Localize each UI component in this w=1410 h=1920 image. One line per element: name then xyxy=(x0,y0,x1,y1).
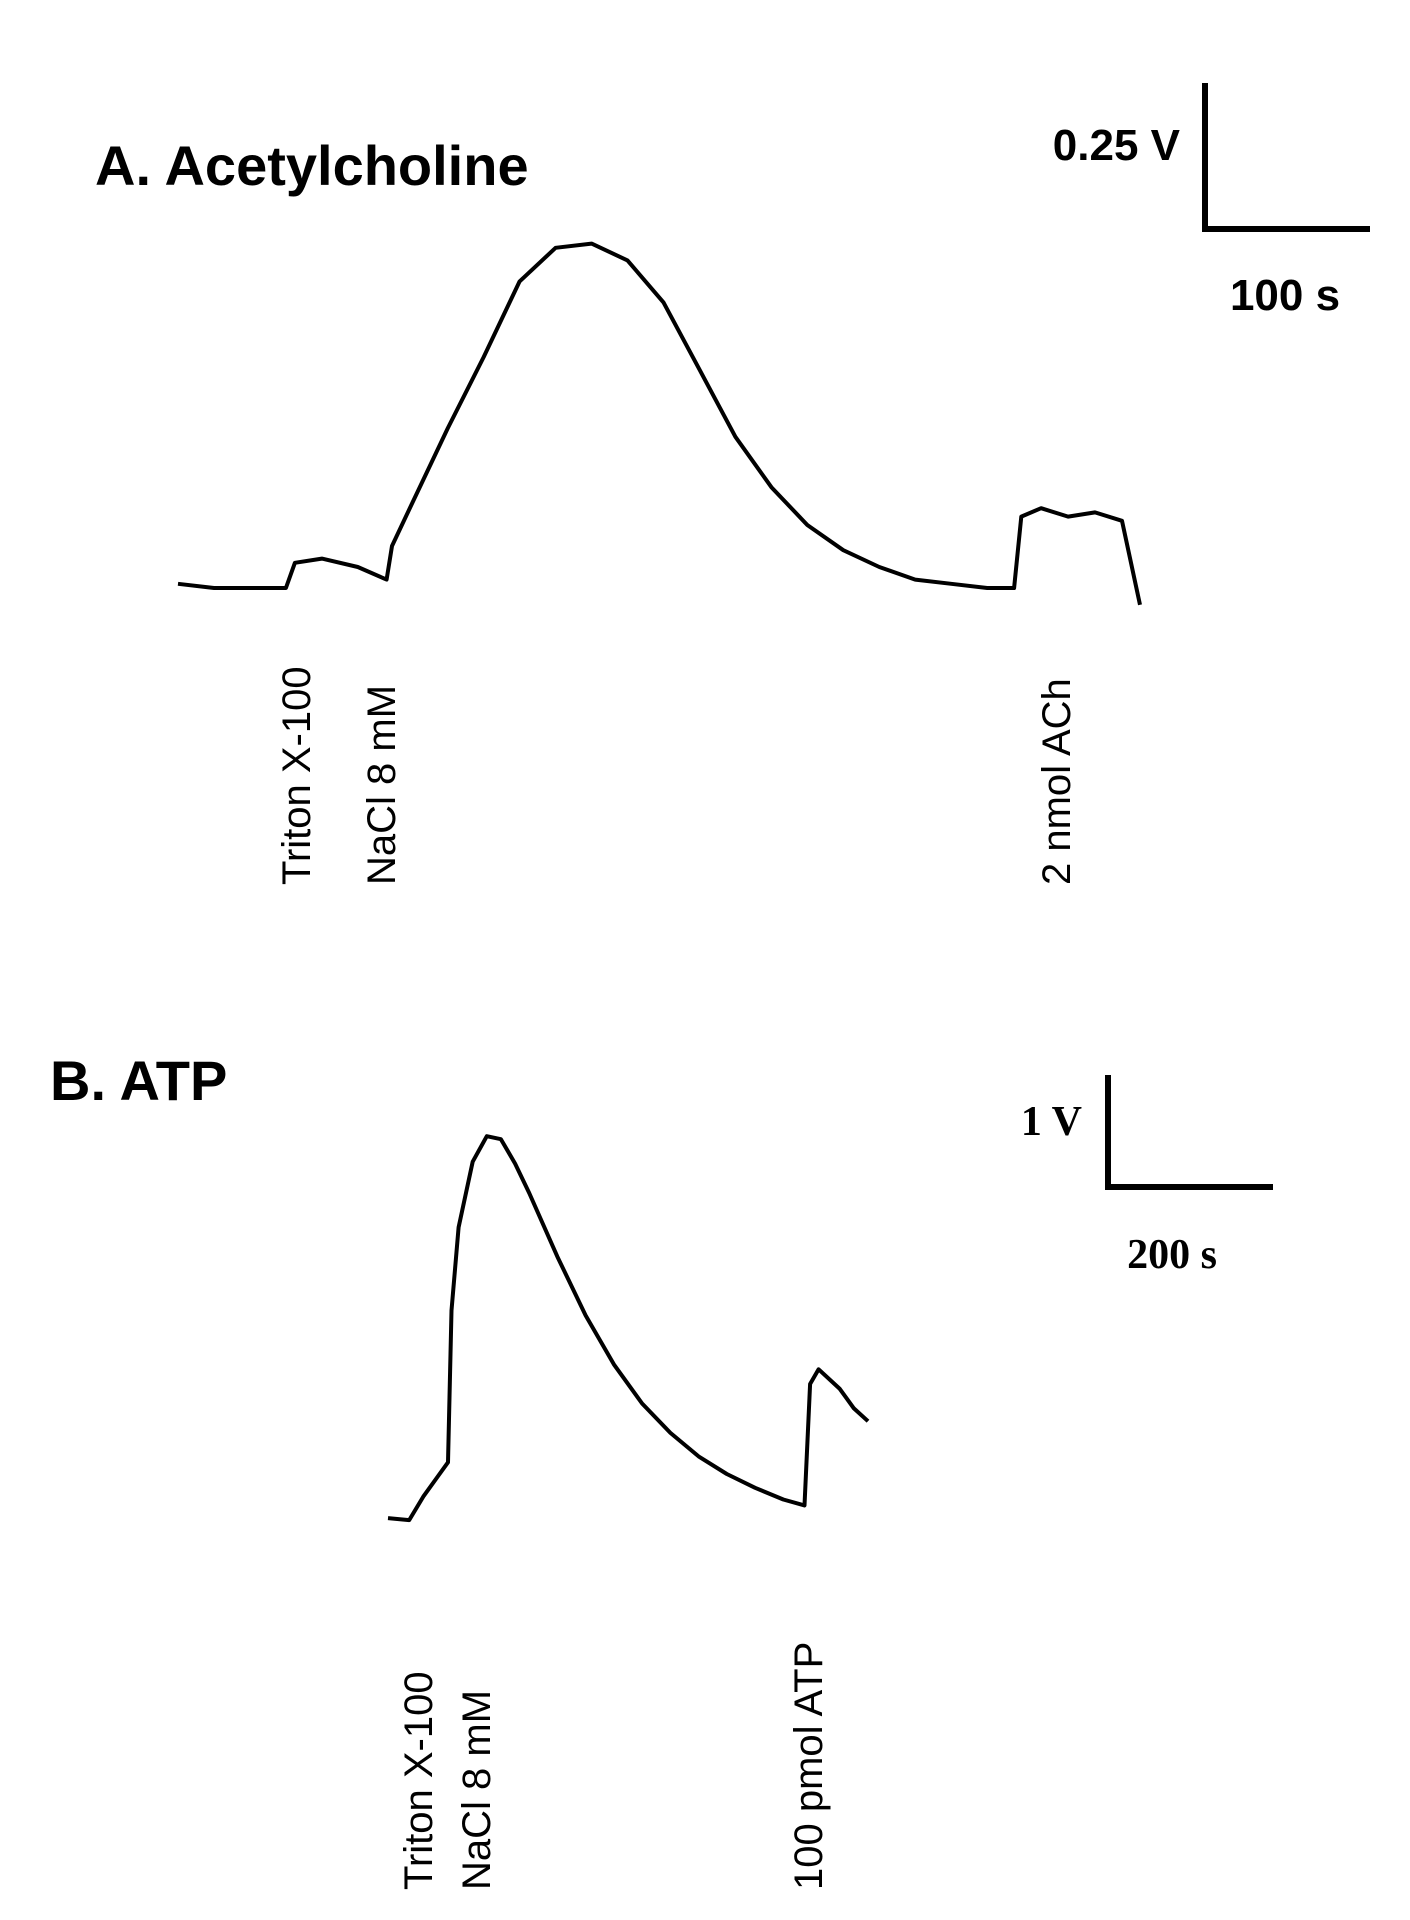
panel-b-scale-bar: 1 V 200 s xyxy=(1021,1075,1273,1278)
panel-a-annotation-triton: Triton X-100 xyxy=(275,666,319,885)
panel-b-trace xyxy=(387,1134,870,1523)
panel-a-annotation-nacl: NaCl 8 mM xyxy=(360,685,404,885)
panel-a-trace xyxy=(177,241,1142,606)
panel-b-scale-y-label: 1 V xyxy=(1021,1099,1082,1145)
panel-b-title: B. ATP xyxy=(50,1049,227,1112)
panel-a-title: A. Acetylcholine xyxy=(95,134,529,197)
panel-b: B. ATP 1 V 200 s Triton X-100 NaCl 8 mM … xyxy=(50,1049,1273,1890)
panel-a-scale-x-label: 100 s xyxy=(1230,271,1340,320)
panel-b-annotation-nacl: NaCl 8 mM xyxy=(455,1690,499,1890)
panel-a-annotation-ach: 2 nmol ACh xyxy=(1035,678,1079,885)
panel-a: A. Acetylcholine 0.25 V 100 s Triton X-1… xyxy=(95,83,1370,885)
panel-a-scale-bar: 0.25 V 100 s xyxy=(1053,83,1370,320)
panel-b-annotation-atp: 100 pmol ATP xyxy=(787,1642,831,1890)
panel-b-annotation-triton: Triton X-100 xyxy=(397,1671,441,1890)
panel-b-scale-x-label: 200 s xyxy=(1127,1232,1217,1278)
panel-a-scale-y-label: 0.25 V xyxy=(1053,121,1181,170)
